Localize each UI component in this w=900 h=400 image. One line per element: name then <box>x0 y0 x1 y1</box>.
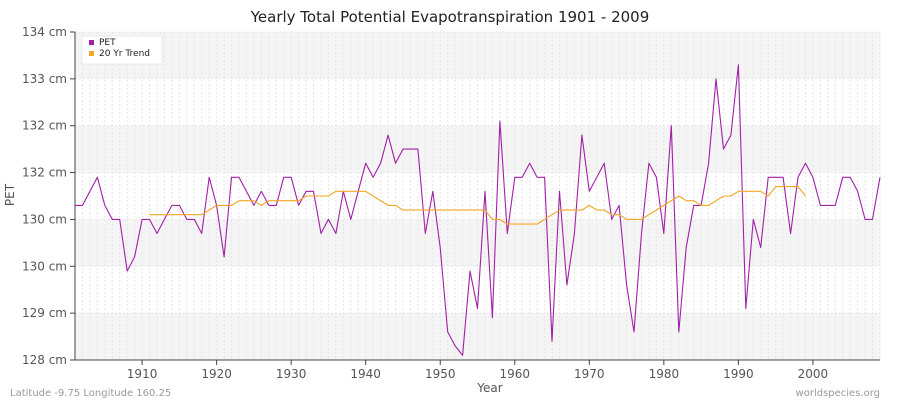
x-tick-label: 1960 <box>499 367 530 381</box>
y-tick-label: 132 cm <box>22 166 67 180</box>
legend-label: PET <box>99 38 116 48</box>
y-tick-label: 133 cm <box>22 72 67 86</box>
pet-series-line <box>75 64 881 356</box>
legend-swatch <box>89 51 94 56</box>
y-tick-label: 134 cm <box>22 25 67 39</box>
y-tick-label: 132 cm <box>22 119 67 133</box>
footer-coordinates: Latitude -9.75 Longitude 160.25 <box>10 388 171 399</box>
x-tick-label: 1930 <box>276 367 307 381</box>
legend-label: 20 Yr Trend <box>99 49 150 59</box>
x-tick-label: 1980 <box>649 367 680 381</box>
plot-band <box>75 32 880 79</box>
y-tick-label: 130 cm <box>22 212 67 226</box>
x-tick-label: 1940 <box>350 367 381 381</box>
x-tick-label: 1970 <box>574 367 605 381</box>
plot-area: 128 cm 129 cm 130 cm 130 cm 132 cm 132 cm 133 … <box>22 25 881 381</box>
y-tick-label: 128 cm <box>22 353 67 367</box>
x-tick-label: 1920 <box>201 367 232 381</box>
x-tick-label: 1990 <box>723 367 754 381</box>
legend-swatch <box>89 40 94 45</box>
x-tick-label: 1910 <box>127 367 158 381</box>
plot-band <box>75 219 880 267</box>
chart-title: Yearly Total Potential Evapotranspiratio… <box>250 8 650 26</box>
footer-source: worldspecies.org <box>796 388 880 399</box>
y-tick-label: 129 cm <box>22 306 67 320</box>
trend-series-line <box>149 186 806 225</box>
legend-box <box>81 35 163 65</box>
x-tick-label: 2000 <box>798 367 829 381</box>
y-tick-label: 130 cm <box>22 259 67 273</box>
y-axis-title: PET <box>3 183 17 206</box>
x-axis-title: Year <box>476 381 502 395</box>
x-tick-label: 1950 <box>425 367 456 381</box>
